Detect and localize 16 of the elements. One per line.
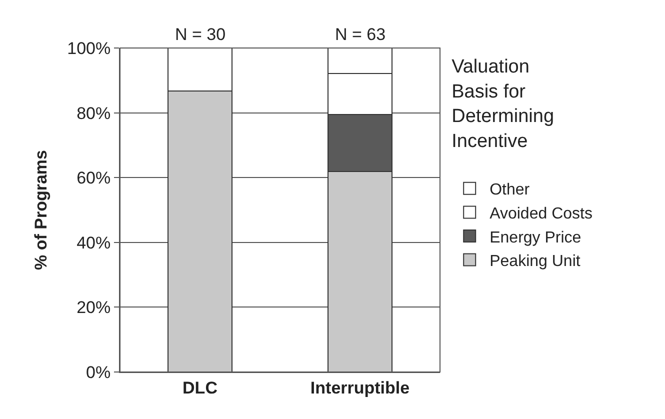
y-tick-label: 40% — [76, 233, 111, 252]
legend-label: Energy Price — [490, 229, 582, 246]
legend-title: Valuation Basis for Determining Incentive — [452, 56, 554, 152]
legend-label: Peaking Unit — [490, 253, 581, 270]
y-tick-label: 100% — [67, 38, 111, 58]
y-axis-title: % of Programs — [32, 150, 51, 270]
text: N = 30 — [175, 25, 226, 44]
y-tick-label: 20% — [76, 298, 111, 318]
legend-label: Other — [490, 182, 530, 199]
y-tick-label: 0% — [86, 362, 111, 382]
text: N = 63 — [335, 25, 386, 44]
legend-label: Avoided Costs — [490, 205, 592, 222]
x-tick-label: DLC — [182, 378, 218, 398]
x-tick-label: Interruptible — [310, 378, 410, 398]
y-tick-label: 60% — [76, 168, 111, 188]
y-tick-label: 80% — [76, 104, 111, 123]
